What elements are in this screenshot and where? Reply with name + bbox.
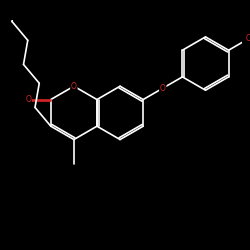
Text: O: O bbox=[71, 82, 77, 91]
Text: O: O bbox=[245, 34, 250, 43]
Text: O: O bbox=[160, 84, 166, 93]
Text: O: O bbox=[25, 95, 31, 104]
